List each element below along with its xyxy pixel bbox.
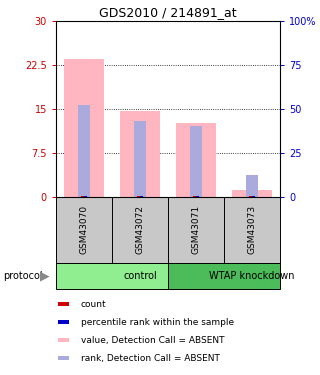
Text: protocol: protocol bbox=[3, 271, 43, 281]
Text: WTAP knockdown: WTAP knockdown bbox=[209, 271, 295, 281]
Text: GSM43071: GSM43071 bbox=[191, 206, 201, 255]
Bar bbox=[252, 196, 255, 197]
Bar bbox=[56, 263, 168, 290]
Bar bbox=[168, 263, 280, 290]
Text: ▶: ▶ bbox=[40, 270, 50, 283]
Text: GSM43073: GSM43073 bbox=[247, 206, 257, 255]
Text: control: control bbox=[123, 271, 157, 281]
Bar bbox=[232, 190, 272, 197]
Bar bbox=[137, 196, 140, 197]
Bar bbox=[140, 196, 143, 197]
Bar bbox=[64, 59, 104, 197]
Text: GSM43070: GSM43070 bbox=[79, 206, 89, 255]
Bar bbox=[77, 105, 91, 197]
Bar bbox=[249, 196, 252, 197]
Text: value, Detection Call = ABSENT: value, Detection Call = ABSENT bbox=[81, 336, 224, 345]
Bar bbox=[245, 175, 259, 197]
Bar bbox=[84, 196, 87, 197]
Bar bbox=[193, 196, 196, 197]
Bar bbox=[58, 320, 69, 324]
Text: rank, Detection Call = ABSENT: rank, Detection Call = ABSENT bbox=[81, 354, 220, 363]
Bar bbox=[176, 123, 216, 197]
Bar bbox=[58, 338, 69, 342]
Bar bbox=[58, 356, 69, 360]
Text: count: count bbox=[81, 300, 106, 309]
Text: percentile rank within the sample: percentile rank within the sample bbox=[81, 318, 234, 327]
Text: GSM43072: GSM43072 bbox=[135, 206, 145, 254]
Bar bbox=[133, 121, 147, 197]
Bar bbox=[120, 111, 160, 197]
Bar bbox=[196, 196, 199, 197]
Bar bbox=[189, 126, 203, 197]
Bar bbox=[58, 302, 69, 306]
Bar bbox=[81, 196, 84, 197]
Title: GDS2010 / 214891_at: GDS2010 / 214891_at bbox=[99, 6, 237, 20]
